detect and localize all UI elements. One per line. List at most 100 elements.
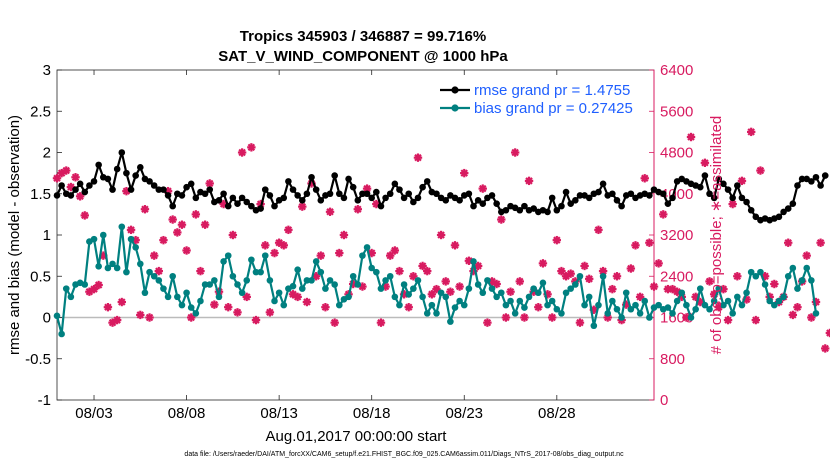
rmse-point: [317, 197, 325, 204]
left-y-tick-label: 2.5: [30, 103, 51, 120]
bias-point: [211, 277, 218, 284]
rmse-point: [784, 205, 792, 212]
bias-point: [410, 285, 417, 292]
rmse-point: [289, 186, 297, 193]
bias-point: [187, 304, 195, 311]
bias-point: [502, 301, 510, 309]
obs-point: [612, 272, 622, 281]
obs-point: [159, 235, 168, 245]
bias-point: [206, 281, 214, 288]
obs-point-stroke: [62, 166, 71, 175]
obs-point: [478, 184, 487, 193]
right-y-tick-label: 5600: [660, 103, 693, 120]
obs-point-stroke: [76, 192, 84, 201]
obs-point-stroke: [807, 313, 816, 322]
bias-point: [585, 293, 593, 301]
obs-point: [441, 277, 450, 286]
legend: rmse grand pr = 1.4755 bias grand pr = 0…: [440, 82, 633, 117]
obs-point-stroke: [94, 281, 103, 289]
obs-point: [723, 315, 733, 325]
rmse-point: [234, 200, 241, 207]
bias-point: [715, 285, 723, 292]
rmse-point: [470, 202, 477, 210]
obs-point-stroke: [654, 259, 663, 268]
rmse-point: [67, 192, 75, 199]
rmse-point: [340, 194, 348, 202]
obs-point-stroke: [451, 241, 459, 250]
obs-point-stroke: [395, 267, 404, 275]
obs-point: [279, 241, 288, 250]
x-tick-label: 08/18: [353, 405, 391, 422]
obs-point-stroke: [483, 318, 492, 327]
obs-point-stroke: [187, 313, 195, 322]
left-y-axis: -1 -0.5 0 0.5 1 1.5 2 2.5 3: [25, 62, 62, 409]
obs-point-stroke: [280, 241, 288, 250]
rmse-point: [775, 213, 783, 221]
x-tick-label: 08/28: [538, 405, 576, 422]
bias-point: [641, 297, 649, 305]
bias-point: [789, 264, 797, 272]
obs-point: [825, 328, 830, 338]
rmse-point: [821, 172, 829, 179]
rmse-point: [178, 192, 186, 199]
obs-point: [261, 241, 270, 250]
bias-point: [479, 289, 487, 297]
rmse-point: [720, 180, 727, 188]
obs-point-stroke: [687, 133, 695, 141]
rmse-point: [123, 169, 130, 177]
obs-point-stroke: [793, 303, 802, 311]
obs-point: [436, 230, 446, 240]
obs-point-stroke: [317, 251, 325, 260]
obs-point-stroke: [580, 262, 589, 270]
left-y-tick-label: 2: [43, 145, 51, 162]
obs-point-stroke: [539, 259, 547, 268]
obs-point-stroke: [640, 174, 649, 183]
rmse-point: [261, 186, 269, 193]
obs-point-stroke: [479, 184, 487, 193]
bias-point: [604, 310, 612, 317]
bias-point: [280, 301, 288, 309]
rmse-point: [363, 190, 371, 198]
rmse-point: [419, 183, 426, 191]
bias-point: [646, 314, 653, 321]
bias-point: [780, 293, 787, 301]
rmse-point: [544, 208, 551, 216]
right-y-axis-label: # of obs: o=possible; ∗=assimilated: [708, 116, 725, 355]
obs-point-stroke: [404, 303, 413, 311]
obs-point-stroke: [358, 282, 367, 291]
obs-point-stroke: [724, 316, 732, 324]
bias-point: [248, 256, 255, 264]
rmse-point: [701, 172, 709, 179]
bias-point: [636, 310, 644, 317]
obs-point-stroke: [201, 220, 209, 229]
obs-point-stroke: [238, 148, 246, 157]
rmse-point: [206, 186, 214, 193]
obs-point-stroke: [742, 295, 751, 304]
obs-point: [62, 166, 71, 175]
bias-point: [312, 258, 320, 265]
obs-point-stroke: [789, 311, 797, 319]
bias-point: [460, 301, 468, 309]
bias-point: [798, 277, 806, 284]
bias-point: [215, 293, 223, 301]
rmse-point: [599, 180, 607, 188]
bias-point: [104, 264, 112, 272]
obs-point: [224, 302, 233, 312]
rmse-point: [248, 202, 255, 210]
rmse-point: [391, 180, 399, 188]
bias-point: [95, 263, 102, 270]
bias-point: [752, 272, 760, 280]
rmse-point: [474, 197, 482, 204]
bias-point: [613, 305, 621, 313]
bias-point: [298, 285, 306, 292]
obs-point: [816, 238, 825, 247]
bias-point: [317, 268, 325, 276]
bias-point: [303, 277, 311, 284]
bias-point: [257, 268, 264, 276]
bias-point: [548, 297, 556, 305]
rmse-point: [192, 194, 200, 202]
bias-point: [109, 260, 116, 268]
obs-point-stroke: [252, 316, 260, 324]
rmse-point: [456, 197, 463, 204]
obs-point-stroke: [747, 128, 755, 136]
